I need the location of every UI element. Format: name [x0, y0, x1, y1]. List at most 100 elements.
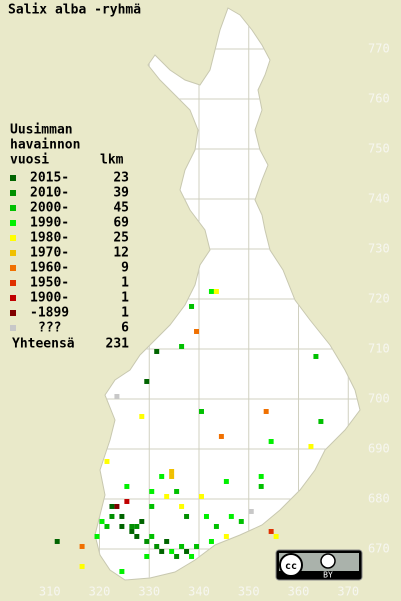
observation-square: [184, 514, 190, 519]
observation-square: [79, 544, 85, 549]
observation-square: [139, 519, 145, 524]
x-tick-label: 330: [138, 585, 160, 599]
legend-count: 1: [121, 306, 129, 321]
observation-square: [258, 484, 264, 489]
observation-square: [228, 514, 234, 519]
legend-label: 2010-: [30, 186, 69, 201]
x-tick-label: 310: [39, 585, 61, 599]
observation-square: [164, 539, 170, 544]
observation-square: [208, 539, 214, 544]
y-tick-label: 720: [368, 292, 390, 306]
legend-count: 25: [113, 231, 129, 246]
observation-square: [184, 549, 190, 554]
observation-square: [179, 544, 185, 549]
observation-square: [313, 354, 319, 359]
observation-square: [154, 349, 160, 354]
observation-square: [159, 474, 165, 479]
y-tick-label: 760: [368, 92, 390, 106]
observation-square: [139, 414, 145, 419]
observation-square: [238, 519, 244, 524]
legend-label: 1980-: [30, 231, 69, 246]
legend-swatch: [10, 325, 16, 331]
observation-square: [129, 529, 135, 534]
observation-square: [318, 419, 324, 424]
legend-swatch: [10, 265, 16, 271]
legend-count: 45: [113, 201, 129, 216]
observation-square: [203, 514, 209, 519]
legend-swatch: [10, 235, 16, 241]
observation-square: [199, 494, 204, 499]
observation-square: [213, 524, 219, 529]
observation-square: [104, 524, 110, 529]
observation-square: [258, 474, 264, 479]
observation-square: [263, 409, 269, 414]
legend-label: -1899: [30, 306, 69, 321]
legend-label: 1900-: [30, 291, 69, 306]
legend-label: 1960-: [30, 261, 69, 276]
observation-square: [194, 544, 200, 549]
observation-square: [149, 534, 155, 539]
observation-square: [164, 494, 170, 499]
legend-count: 23: [113, 171, 129, 186]
observation-square: [124, 499, 130, 504]
x-tick-label: 370: [337, 585, 359, 599]
observation-square: [179, 504, 185, 509]
observation-square: [109, 504, 115, 509]
license-badge: cc BY: [275, 549, 363, 581]
map-title: Salix alba -ryhmä: [8, 3, 141, 18]
observation-square: [54, 539, 60, 544]
observation-square: [144, 379, 150, 384]
observation-square: [223, 479, 229, 484]
observation-square: [119, 524, 125, 529]
observation-square: [154, 544, 160, 549]
legend-label: 1970-: [30, 246, 69, 261]
observation-square: [104, 459, 110, 464]
observation-square: [218, 434, 224, 439]
y-tick-label: 670: [368, 542, 390, 556]
x-tick-label: 340: [188, 585, 210, 599]
observation-square: [194, 329, 200, 334]
legend-label: 2000-: [30, 201, 69, 216]
observation-square: [134, 524, 140, 529]
y-tick-label: 740: [368, 192, 390, 206]
legend-label: ???: [38, 321, 61, 336]
observation-square: [268, 529, 274, 534]
observation-square: [114, 394, 120, 399]
observation-square: [208, 289, 214, 294]
observation-square: [144, 539, 150, 544]
x-tick-label: 320: [89, 585, 111, 599]
observation-square: [124, 484, 130, 489]
observation-square: [144, 554, 150, 559]
observation-square: [109, 514, 115, 519]
y-tick-label: 750: [368, 142, 390, 156]
legend-swatch: [10, 250, 16, 256]
observation-square: [114, 504, 120, 509]
observation-square: [149, 504, 155, 509]
total-count: 231: [106, 337, 130, 352]
legend-count: 1: [121, 276, 129, 291]
observation-square: [134, 534, 140, 539]
observation-square: [129, 524, 135, 529]
observation-square: [169, 474, 175, 479]
observation-square: [174, 554, 180, 559]
y-tick-label: 770: [368, 42, 390, 56]
observation-square: [273, 534, 279, 539]
legend-heading: vuosi: [10, 153, 49, 168]
observation-square: [189, 304, 195, 309]
cc-icon: [279, 553, 303, 577]
y-tick-label: 710: [368, 342, 390, 356]
observation-square: [79, 564, 85, 569]
observation-square: [99, 519, 105, 524]
points: [54, 289, 324, 574]
observation-square: [169, 469, 175, 474]
observation-square: [248, 509, 254, 514]
observation-square: [119, 569, 125, 574]
legend-label: 1950-: [30, 276, 69, 291]
by-icon: [320, 553, 336, 569]
legend-count: 39: [113, 186, 129, 201]
total-label: Yhteensä: [12, 337, 75, 352]
y-tick-label: 700: [368, 392, 390, 406]
cc-text: cc: [285, 561, 297, 572]
